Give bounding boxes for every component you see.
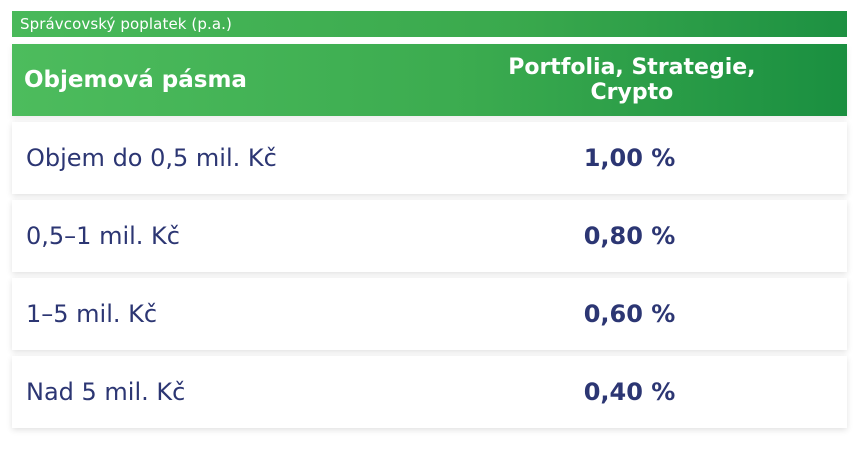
fee-cell: 0,80 % (583, 222, 676, 250)
band-cell: Nad 5 mil. Kč (26, 378, 186, 406)
header-products-line1: Portfolia, Strategie, (508, 55, 756, 80)
band-cell: 0,5–1 mil. Kč (26, 222, 180, 250)
band-cell: 1–5 mil. Kč (26, 300, 158, 328)
header-products: Portfolia, Strategie, Crypto (467, 55, 847, 105)
header-products-line2: Crypto (590, 80, 674, 105)
table-body: Objem do 0,5 mil. Kč 1,00 % 0,5–1 mil. K… (12, 122, 847, 434)
table-row: Nad 5 mil. Kč 0,40 % (12, 356, 847, 428)
table-row: 0,5–1 mil. Kč 0,80 % (12, 200, 847, 272)
table-row: Objem do 0,5 mil. Kč 1,00 % (12, 122, 847, 194)
table-caption: Správcovský poplatek (p.a.) (20, 15, 232, 33)
table-header: Objemová pásma Portfolia, Strategie, Cry… (12, 44, 847, 116)
fee-cell: 0,40 % (583, 378, 676, 406)
table-row: 1–5 mil. Kč 0,60 % (12, 278, 847, 350)
table-caption-bar: Správcovský poplatek (p.a.) (12, 11, 847, 37)
fee-cell: 1,00 % (583, 144, 676, 172)
header-volume-bands: Objemová pásma (24, 67, 247, 93)
fee-cell: 0,60 % (583, 300, 676, 328)
band-cell: Objem do 0,5 mil. Kč (26, 144, 277, 172)
